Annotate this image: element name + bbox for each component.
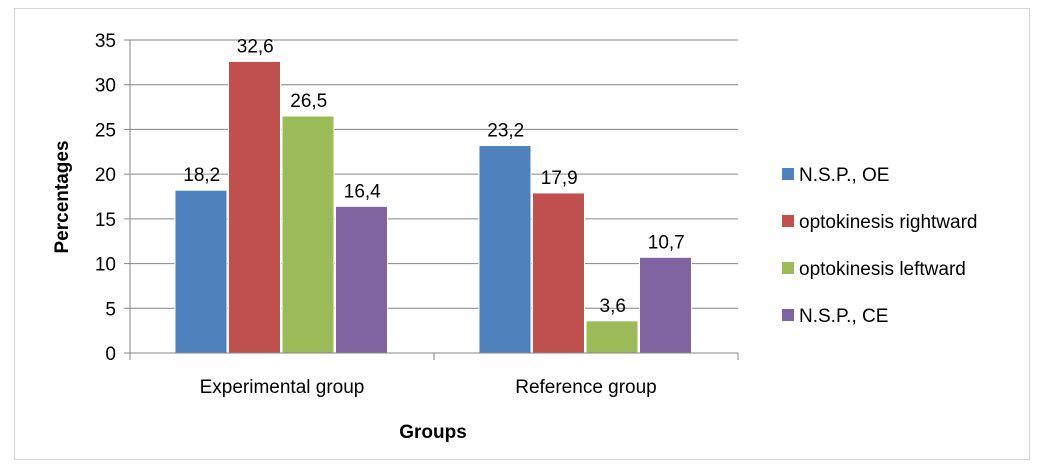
legend: N.S.P., OE optokinesis rightward optokines… xyxy=(782,165,977,327)
legend-swatch xyxy=(782,168,794,180)
bar xyxy=(335,205,389,354)
y-tick-label: 0 xyxy=(105,344,116,365)
bar xyxy=(585,320,639,354)
bar xyxy=(174,189,228,354)
category-label: Experimental group xyxy=(200,377,365,398)
bar xyxy=(281,115,335,354)
y-tick-label: 35 xyxy=(95,31,116,52)
legend-label: optokinesis rightward xyxy=(799,212,977,233)
data-label: 16,4 xyxy=(344,181,381,202)
y-tick-label: 25 xyxy=(95,120,116,141)
axes xyxy=(129,40,739,360)
data-label: 10,7 xyxy=(648,232,685,253)
bar xyxy=(478,145,532,354)
y-tick-labels: 0 5 10 15 20 25 30 35 xyxy=(95,31,130,365)
y-tick-label: 30 xyxy=(95,76,116,97)
bar xyxy=(227,60,282,354)
bars xyxy=(174,60,693,354)
legend-label: N.S.P., CE xyxy=(799,306,888,327)
y-axis-title: Percentages xyxy=(52,140,73,253)
y-tick-label: 15 xyxy=(95,210,116,231)
legend-label: optokinesis leftward xyxy=(799,259,966,280)
y-tick-label: 20 xyxy=(95,165,116,186)
category-label: Reference group xyxy=(515,377,657,398)
bar xyxy=(639,256,693,354)
x-axis-title: Groups xyxy=(399,422,467,443)
data-label: 17,9 xyxy=(541,168,578,189)
data-labels: 18,2 32,6 26,5 16,4 23,2 17,9 3,6 10,7 xyxy=(183,36,684,316)
bar xyxy=(531,192,585,354)
category-labels: Experimental group Reference group xyxy=(200,377,657,398)
data-label: 32,6 xyxy=(237,36,274,57)
legend-label: N.S.P., OE xyxy=(799,165,889,186)
legend-swatch xyxy=(782,215,794,227)
data-label: 26,5 xyxy=(290,91,327,112)
data-label: 18,2 xyxy=(183,165,220,186)
legend-swatch xyxy=(782,309,794,321)
y-tick-label: 5 xyxy=(105,299,116,320)
legend-swatch xyxy=(782,262,794,274)
data-label: 23,2 xyxy=(487,121,524,142)
data-label: 3,6 xyxy=(600,296,626,317)
y-tick-label: 10 xyxy=(95,255,116,276)
